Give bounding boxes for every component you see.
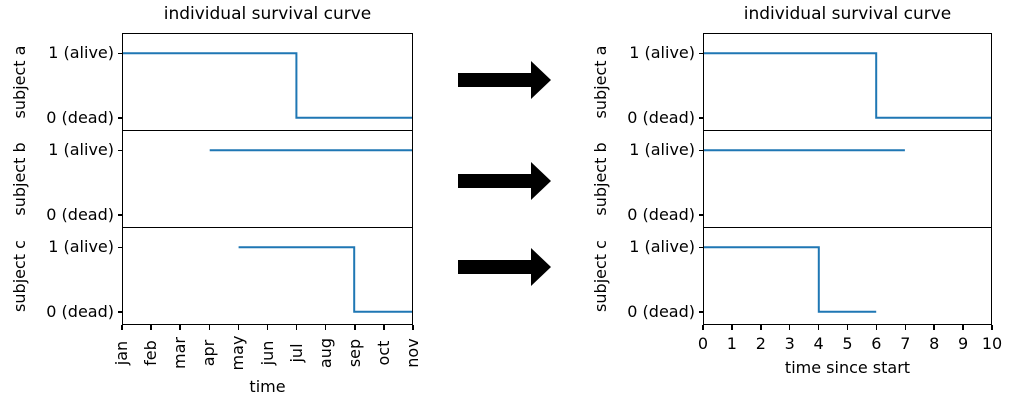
y-tick-label: 1 (alive) bbox=[629, 43, 695, 63]
x-tick bbox=[788, 325, 791, 330]
y-tick-label: 1 (alive) bbox=[48, 237, 114, 257]
y-tick bbox=[699, 52, 703, 55]
x-tick-label: 5 bbox=[842, 334, 853, 353]
survival-step-line bbox=[704, 52, 991, 119]
x-tick bbox=[121, 325, 123, 330]
survival-step-line bbox=[704, 246, 877, 313]
y-tick bbox=[118, 246, 122, 249]
x-tick bbox=[150, 325, 152, 330]
x-axis-label: time bbox=[249, 377, 286, 396]
x-tick-label: 7 bbox=[900, 334, 911, 353]
survival-step-line bbox=[123, 52, 412, 119]
right-arrow-icon bbox=[458, 61, 551, 99]
y-axis-label: subject b bbox=[591, 142, 610, 216]
y-tick bbox=[118, 149, 122, 152]
x-tick-label: 8 bbox=[929, 334, 940, 353]
step-polyline bbox=[238, 246, 412, 313]
x-tick bbox=[324, 325, 327, 330]
y-tick bbox=[699, 149, 703, 152]
x-tick bbox=[846, 325, 849, 330]
y-tick bbox=[118, 311, 122, 313]
y-tick-label: 0 (dead) bbox=[627, 301, 695, 321]
x-tick-label: 1 bbox=[726, 334, 737, 353]
survival-step-line bbox=[209, 149, 412, 152]
survival-panel bbox=[703, 33, 992, 131]
x-tick bbox=[266, 325, 269, 330]
y-tick-label: 1 (alive) bbox=[48, 43, 114, 63]
x-tick bbox=[904, 325, 907, 330]
y-tick bbox=[699, 214, 703, 216]
y-tick-label: 0 (dead) bbox=[46, 301, 114, 321]
x-tick-label: 4 bbox=[813, 334, 824, 353]
survival-step-line bbox=[704, 149, 905, 152]
y-tick-label: 0 (dead) bbox=[46, 204, 114, 224]
y-tick-label: 1 (alive) bbox=[629, 237, 695, 257]
right-arrow-icon bbox=[458, 248, 551, 286]
x-tick bbox=[991, 325, 993, 330]
y-tick-label: 1 (alive) bbox=[629, 140, 695, 160]
x-tick bbox=[354, 325, 356, 330]
x-tick-label: 0 bbox=[697, 334, 709, 353]
x-tick bbox=[412, 325, 414, 330]
chart-title: individual survival curve bbox=[163, 4, 372, 24]
survival-panel bbox=[122, 227, 413, 325]
x-tick bbox=[702, 325, 704, 330]
step-polyline bbox=[123, 52, 412, 119]
y-tick-label: 0 (dead) bbox=[627, 204, 695, 224]
x-tick-label: 10 bbox=[981, 334, 1003, 353]
y-tick-label: 0 (dead) bbox=[46, 107, 114, 127]
x-tick bbox=[295, 325, 298, 330]
x-tick-label: 6 bbox=[871, 334, 882, 353]
y-tick-label: 1 (alive) bbox=[48, 140, 114, 160]
y-tick bbox=[118, 117, 122, 119]
step-polyline bbox=[704, 52, 991, 119]
chart-title: individual survival curve bbox=[743, 4, 952, 24]
x-tick bbox=[208, 325, 211, 330]
x-tick bbox=[933, 325, 935, 330]
y-tick bbox=[699, 311, 703, 313]
y-tick bbox=[118, 52, 122, 55]
y-tick bbox=[699, 246, 703, 249]
y-axis-label: subject a bbox=[591, 45, 610, 119]
x-tick bbox=[383, 325, 385, 330]
x-tick bbox=[731, 325, 733, 330]
y-tick bbox=[699, 117, 703, 119]
x-tick bbox=[875, 325, 878, 330]
y-tick bbox=[118, 214, 122, 216]
x-tick bbox=[817, 325, 820, 330]
y-axis-label: subject c bbox=[591, 240, 610, 312]
x-axis-label: time since start bbox=[784, 358, 911, 377]
survival-panel bbox=[703, 227, 992, 325]
x-tick-label: 9 bbox=[958, 334, 969, 353]
survival-panel bbox=[703, 130, 992, 228]
survival-panel bbox=[122, 33, 413, 131]
survival-step-line bbox=[238, 246, 412, 313]
right-arrow-icon bbox=[458, 162, 551, 200]
x-tick bbox=[962, 325, 964, 330]
x-tick bbox=[237, 325, 240, 330]
step-polyline bbox=[704, 246, 877, 313]
y-tick-label: 0 (dead) bbox=[627, 107, 695, 127]
x-tick bbox=[760, 325, 762, 330]
x-tick-label: 2 bbox=[755, 334, 766, 353]
x-tick bbox=[179, 325, 181, 330]
x-tick-label: 3 bbox=[784, 334, 795, 353]
